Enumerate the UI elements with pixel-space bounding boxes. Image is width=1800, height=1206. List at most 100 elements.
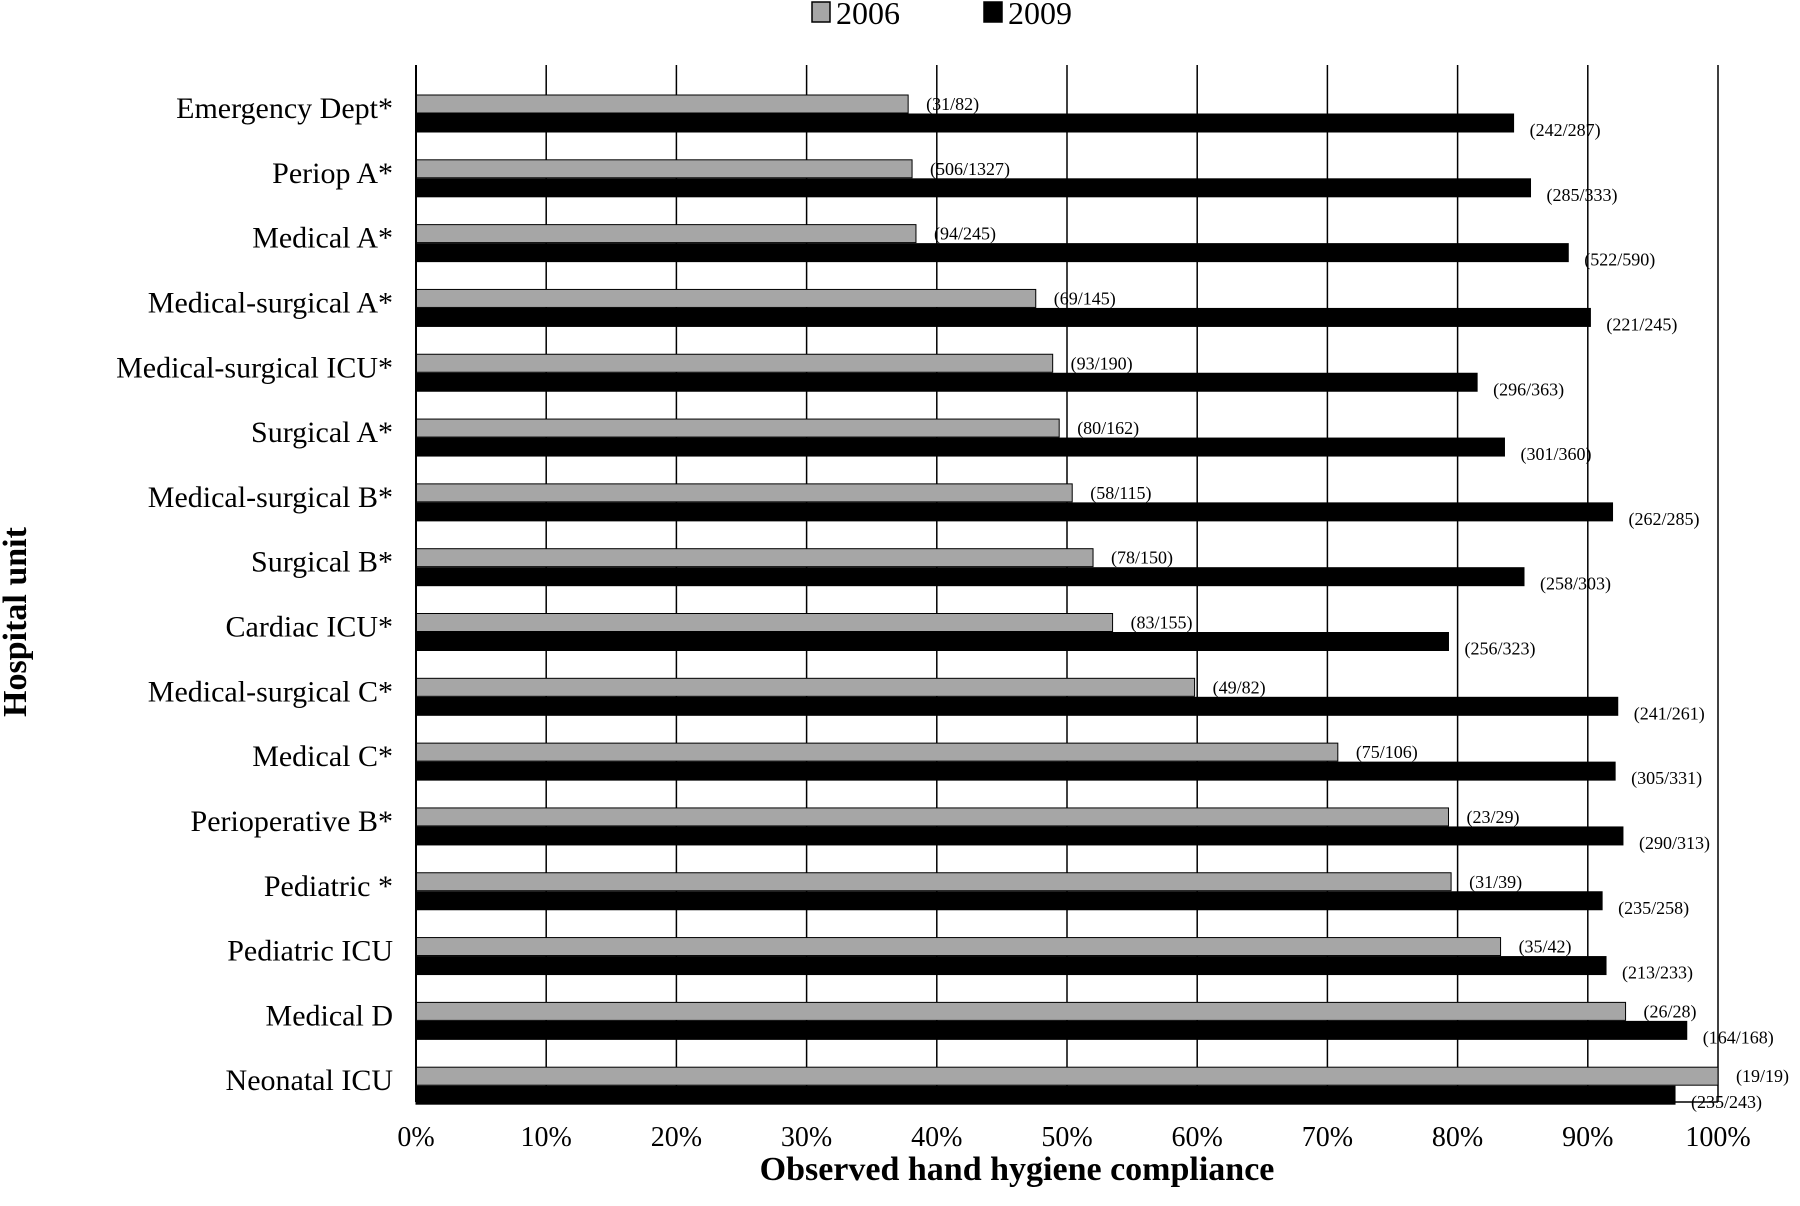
category-label: Neonatal ICU (226, 1064, 394, 1097)
data-label-2006: (80/162) (1077, 418, 1139, 439)
data-label-2009: (262/285) (1629, 509, 1700, 530)
data-label-2006: (31/39) (1469, 872, 1522, 893)
data-label-2009: (164/168) (1703, 1027, 1774, 1048)
data-label-2006: (58/115) (1090, 483, 1151, 504)
data-label-2009: (290/313) (1639, 833, 1710, 854)
category-label: Periop A* (272, 157, 393, 190)
x-tick-label: 70% (1302, 1122, 1353, 1153)
y-axis-title: Hospital unit (0, 526, 34, 717)
data-label-2006: (78/150) (1111, 548, 1173, 569)
bar-2009-medical-surgical-b (415, 502, 1614, 522)
data-label-2009: (235/243) (1691, 1092, 1762, 1113)
bar-2009-perioperative-b (415, 826, 1624, 846)
bar-2006-cardiac-icu (415, 613, 1114, 632)
bar-2006-emergency-dept (415, 94, 909, 114)
legend-swatch-2006 (811, 1, 831, 23)
legend-label-2006: 2006 (836, 0, 900, 31)
bar-2006-surgical-b (415, 548, 1094, 568)
data-label-2006: (23/29) (1466, 807, 1519, 828)
bar-2006-pediatric (415, 872, 1452, 892)
data-label-2006: (94/245) (934, 224, 996, 245)
x-tick-label: 100% (1685, 1122, 1750, 1153)
category-label: Perioperative B* (191, 805, 393, 838)
bars (415, 94, 1719, 1105)
category-label: Surgical A* (251, 416, 393, 449)
bar-2009-surgical-b (415, 567, 1525, 587)
bar-2009-pediatric-icu (415, 956, 1607, 976)
category-label: Medical-surgical C* (148, 675, 393, 708)
bar-2006-medical-surgical-a (415, 288, 1037, 308)
data-label-2009: (256/323) (1464, 639, 1535, 660)
bar-2009-medical-surgical-icu (415, 372, 1478, 392)
data-label-2009: (213/233) (1622, 963, 1693, 984)
x-tick-label: 60% (1172, 1122, 1223, 1153)
bar-2009-cardiac-icu (415, 632, 1449, 651)
category-label: Emergency Dept* (176, 92, 393, 125)
data-label-2009: (221/245) (1606, 314, 1677, 335)
data-label-2009: (241/261) (1634, 703, 1705, 724)
data-label-2009: (522/590) (1584, 250, 1655, 271)
data-label-2006: (49/82) (1213, 677, 1266, 698)
category-label: Cardiac ICU* (226, 611, 393, 644)
bar-2006-periop-a (415, 159, 913, 179)
x-tick-label: 20% (651, 1122, 702, 1153)
bar-2009-pediatric (415, 891, 1603, 911)
category-label: Pediatric * (264, 870, 393, 903)
bar-2006-pediatric-icu (415, 937, 1502, 957)
x-tick-label: 0% (397, 1122, 434, 1153)
data-label-2009: (258/303) (1540, 574, 1611, 595)
bar-2009-periop-a (415, 178, 1532, 198)
data-label-2009: (301/360) (1520, 444, 1591, 465)
bar-2009-medical-d (415, 1020, 1688, 1040)
data-label-2006: (26/28) (1644, 1001, 1697, 1022)
data-labels: (31/82) (242/287) (506/1327) (285/333) (94/2… (926, 94, 1789, 1113)
data-label-2006: (83/155) (1131, 613, 1193, 634)
x-tick-label: 90% (1562, 1122, 1613, 1153)
bar-2006-medical-c (415, 742, 1339, 762)
bar-2006-medical-a (415, 224, 917, 244)
x-axis-title: Observed hand hygiene compliance (760, 1151, 1275, 1188)
x-tick-label: 40% (911, 1122, 962, 1153)
data-label-2009: (235/258) (1618, 898, 1689, 919)
category-label: Medical D (266, 999, 393, 1032)
legend-label-2009: 2009 (1008, 0, 1072, 31)
x-tick-labels: 0% 10% 20% 30% 40% 50% 60% 70% 80% 90% 100% (397, 1122, 1750, 1153)
bar-2009-surgical-a (415, 437, 1505, 457)
x-tick-label: 80% (1432, 1122, 1483, 1153)
legend-swatch-2009 (983, 1, 1003, 23)
bar-2006-medical-d (415, 1001, 1627, 1021)
legend: 2006 2009 (811, 0, 1072, 31)
bar-2006-neonatal-icu (415, 1066, 1719, 1086)
category-label: Medical-surgical B* (148, 481, 393, 514)
bar-2006-medical-surgical-icu (415, 353, 1054, 373)
x-tick-label: 10% (521, 1122, 572, 1153)
bar-2009-medical-surgical-a (415, 307, 1591, 327)
bar-2006-surgical-a (415, 418, 1060, 438)
category-label: Surgical B* (251, 546, 393, 579)
data-label-2006: (93/190) (1071, 353, 1133, 374)
data-label-2006: (506/1327) (930, 159, 1010, 180)
data-label-2006: (19/19) (1736, 1066, 1789, 1087)
data-label-2006: (75/106) (1356, 742, 1418, 763)
data-label-2009: (296/363) (1493, 379, 1564, 400)
category-label: Medical C* (252, 740, 393, 773)
data-label-2009: (305/331) (1631, 768, 1702, 789)
bar-2006-medical-surgical-b (415, 483, 1073, 503)
bar-2006-perioperative-b (415, 807, 1449, 827)
data-label-2009: (285/333) (1547, 185, 1618, 206)
bar-2009-medical-surgical-c (415, 696, 1619, 716)
data-label-2006: (35/42) (1519, 937, 1572, 958)
category-label: Medical A* (252, 222, 393, 255)
category-labels: Emergency Dept* Periop A* Medical A* Medica… (116, 92, 393, 1097)
bar-2009-emergency-dept (415, 113, 1515, 133)
bar-2009-medical-a (415, 243, 1569, 263)
data-label-2006: (31/82) (926, 94, 979, 115)
category-label: Pediatric ICU (227, 935, 393, 968)
bar-2006-medical-surgical-c (415, 677, 1196, 697)
data-label-2006: (69/145) (1054, 288, 1116, 309)
x-tick-label: 30% (781, 1122, 832, 1153)
x-tick-label: 50% (1041, 1122, 1092, 1153)
category-label: Medical-surgical A* (148, 286, 393, 319)
data-label-2009: (242/287) (1530, 120, 1601, 141)
category-label: Medical-surgical ICU* (116, 351, 393, 384)
